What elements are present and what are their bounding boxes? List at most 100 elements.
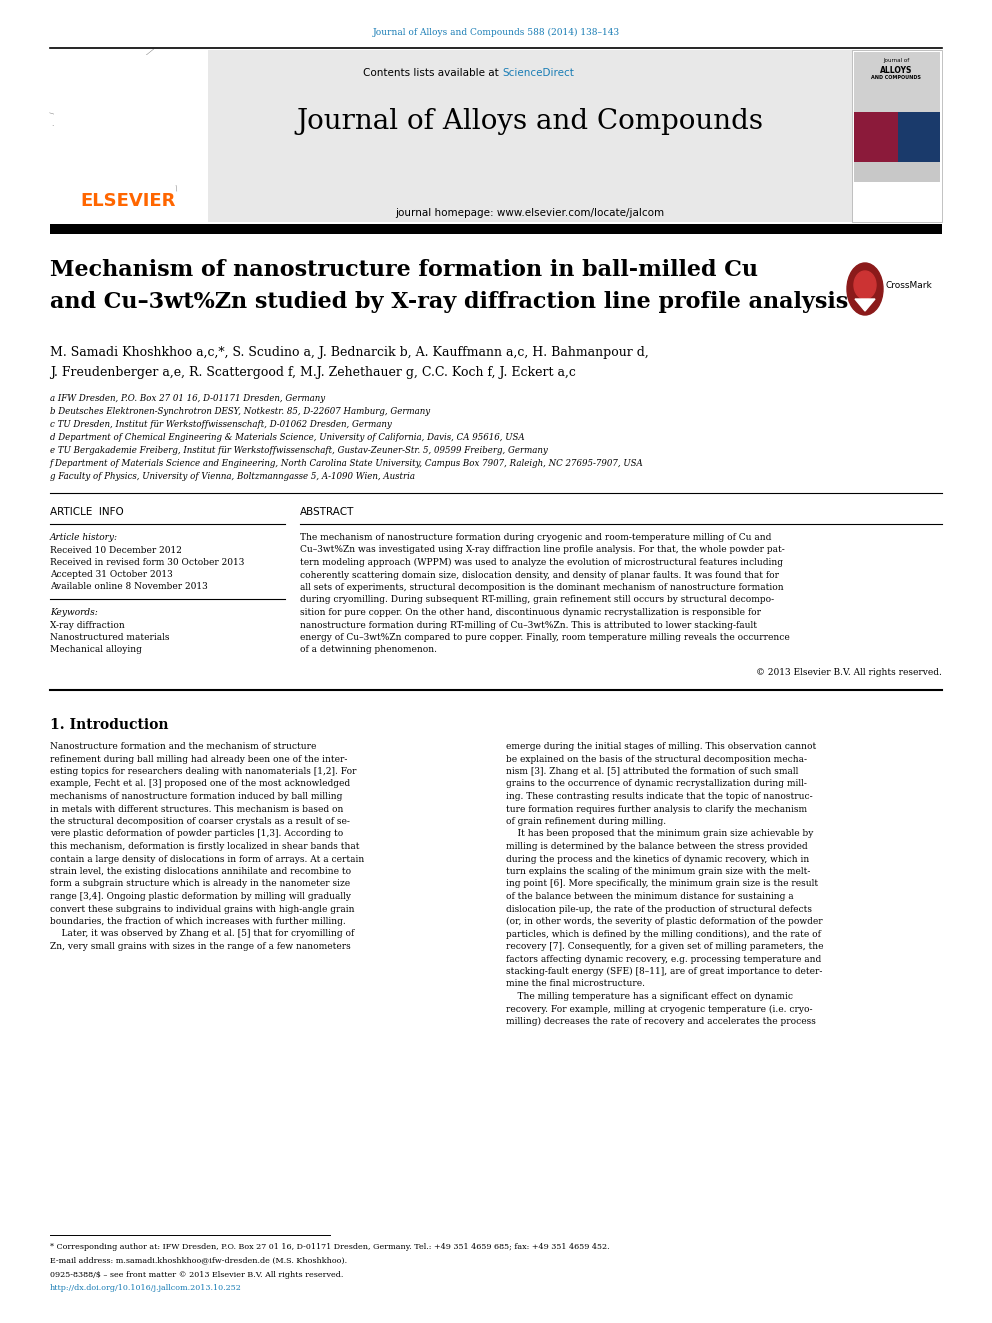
Text: Journal of Alloys and Compounds: Journal of Alloys and Compounds	[297, 108, 764, 135]
Text: ARTICLE  INFO: ARTICLE INFO	[50, 507, 124, 517]
Text: factors affecting dynamic recovery, e.g. processing temperature and: factors affecting dynamic recovery, e.g.…	[506, 954, 821, 963]
Text: Later, it was observed by Zhang et al. [5] that for cryomilling of: Later, it was observed by Zhang et al. […	[50, 930, 354, 938]
Text: contain a large density of dislocations in form of arrays. At a certain: contain a large density of dislocations …	[50, 855, 364, 864]
Text: The mechanism of nanostructure formation during cryogenic and room-temperature m: The mechanism of nanostructure formation…	[300, 533, 772, 542]
Text: AND COMPOUNDS: AND COMPOUNDS	[871, 75, 921, 79]
Text: 0925-8388/$ – see front matter © 2013 Elsevier B.V. All rights reserved.: 0925-8388/$ – see front matter © 2013 El…	[50, 1271, 343, 1279]
Text: ing. These contrasting results indicate that the topic of nanostruc-: ing. These contrasting results indicate …	[506, 792, 812, 800]
Text: nanostructure formation during RT-milling of Cu–3wt%Zn. This is attributed to lo: nanostructure formation during RT-millin…	[300, 620, 757, 630]
Text: a IFW Dresden, P.O. Box 27 01 16, D-01171 Dresden, Germany: a IFW Dresden, P.O. Box 27 01 16, D-0117…	[50, 394, 325, 404]
Text: Keywords:: Keywords:	[50, 609, 98, 617]
Text: of grain refinement during milling.: of grain refinement during milling.	[506, 818, 666, 826]
Text: f Department of Materials Science and Engineering, North Carolina State Universi: f Department of Materials Science and En…	[50, 459, 644, 468]
Text: journal homepage: www.elsevier.com/locate/jalcom: journal homepage: www.elsevier.com/locat…	[396, 208, 665, 218]
Text: recovery [7]. Consequently, for a given set of milling parameters, the: recovery [7]. Consequently, for a given …	[506, 942, 823, 951]
Bar	[50, 50, 208, 222]
Text: strain level, the existing dislocations annihilate and recombine to: strain level, the existing dislocations …	[50, 867, 351, 876]
Ellipse shape	[854, 271, 876, 299]
Text: Received in revised form 30 October 2013: Received in revised form 30 October 2013	[50, 558, 244, 568]
Text: e TU Bergakademie Freiberg, Institut für Werkstoffwissenschaft, Gustav-Zeuner-St: e TU Bergakademie Freiberg, Institut für…	[50, 446, 548, 455]
Bar	[854, 112, 898, 161]
Text: recovery. For example, milling at cryogenic temperature (i.e. cryo-: recovery. For example, milling at cryoge…	[506, 1004, 812, 1013]
Text: Contents lists available at: Contents lists available at	[363, 67, 502, 78]
Text: vere plastic deformation of powder particles [1,3]. According to: vere plastic deformation of powder parti…	[50, 830, 343, 839]
Text: energy of Cu–3wt%Zn compared to pure copper. Finally, room temperature milling r: energy of Cu–3wt%Zn compared to pure cop…	[300, 632, 790, 642]
Text: ture formation requires further analysis to clarify the mechanism: ture formation requires further analysis…	[506, 804, 807, 814]
Text: milling) decreases the rate of recovery and accelerates the process: milling) decreases the rate of recovery …	[506, 1017, 815, 1027]
Bar	[854, 161, 940, 183]
Text: * Corresponding author at: IFW Dresden, P.O. Box 27 01 16, D-01171 Dresden, Germ: * Corresponding author at: IFW Dresden, …	[50, 1244, 610, 1252]
Text: boundaries, the fraction of which increases with further milling.: boundaries, the fraction of which increa…	[50, 917, 346, 926]
Text: b Deutsches Elektronen-Synchrotron DESY, Notkestr. 85, D-22607 Hamburg, Germany: b Deutsches Elektronen-Synchrotron DESY,…	[50, 407, 431, 415]
Text: refinement during ball milling had already been one of the inter-: refinement during ball milling had alrea…	[50, 754, 347, 763]
Text: this mechanism, deformation is firstly localized in shear bands that: this mechanism, deformation is firstly l…	[50, 841, 359, 851]
Text: grains to the occurrence of dynamic recrystallization during mill-: grains to the occurrence of dynamic recr…	[506, 779, 806, 789]
Text: esting topics for researchers dealing with nanomaterials [1,2]. For: esting topics for researchers dealing wi…	[50, 767, 356, 777]
Text: Cu–3wt%Zn was investigated using X-ray diffraction line profile analysis. For th: Cu–3wt%Zn was investigated using X-ray d…	[300, 545, 785, 554]
Text: Mechanical alloying: Mechanical alloying	[50, 646, 142, 654]
Text: nism [3]. Zhang et al. [5] attributed the formation of such small: nism [3]. Zhang et al. [5] attributed th…	[506, 767, 799, 777]
Text: J. Freudenberger a,e, R. Scattergood f, M.J. Zehethauer g, C.C. Koch f, J. Ecker: J. Freudenberger a,e, R. Scattergood f, …	[50, 366, 576, 378]
Text: http://dx.doi.org/10.1016/j.jallcom.2013.10.252: http://dx.doi.org/10.1016/j.jallcom.2013…	[50, 1285, 242, 1293]
Text: 1. Introduction: 1. Introduction	[50, 718, 169, 732]
Text: ing point [6]. More specifically, the minimum grain size is the result: ing point [6]. More specifically, the mi…	[506, 880, 818, 889]
Text: convert these subgrains to individual grains with high-angle grain: convert these subgrains to individual gr…	[50, 905, 354, 913]
Text: tern modeling approach (WPPM) was used to analyze the evolution of microstructur: tern modeling approach (WPPM) was used t…	[300, 558, 783, 568]
Text: Journal of: Journal of	[883, 58, 909, 64]
Text: mine the final microstructure.: mine the final microstructure.	[506, 979, 645, 988]
Text: emerge during the initial stages of milling. This observation cannot: emerge during the initial stages of mill…	[506, 742, 816, 751]
Bar	[54, 56, 202, 185]
Text: range [3,4]. Ongoing plastic deformation by milling will gradually: range [3,4]. Ongoing plastic deformation…	[50, 892, 351, 901]
Text: of the balance between the minimum distance for sustaining a: of the balance between the minimum dista…	[506, 892, 794, 901]
Text: the structural decomposition of coarser crystals as a result of se-: the structural decomposition of coarser …	[50, 818, 350, 826]
Text: example, Fecht et al. [3] proposed one of the most acknowledged: example, Fecht et al. [3] proposed one o…	[50, 779, 350, 789]
Text: Journal of Alloys and Compounds 588 (2014) 138–143: Journal of Alloys and Compounds 588 (201…	[372, 28, 620, 37]
Text: be explained on the basis of the structural decomposition mecha-: be explained on the basis of the structu…	[506, 754, 807, 763]
Text: ScienceDirect: ScienceDirect	[502, 67, 574, 78]
Text: ABSTRACT: ABSTRACT	[300, 507, 354, 517]
Text: Accepted 31 October 2013: Accepted 31 October 2013	[50, 570, 173, 579]
Bar	[852, 50, 942, 222]
Bar	[50, 224, 942, 234]
Bar	[50, 50, 942, 222]
Text: form a subgrain structure which is already in the nanometer size: form a subgrain structure which is alrea…	[50, 880, 350, 889]
Text: during the process and the kinetics of dynamic recovery, which in: during the process and the kinetics of d…	[506, 855, 809, 864]
Text: g Faculty of Physics, University of Vienna, Boltzmanngasse 5, A-1090 Wien, Austr: g Faculty of Physics, University of Vien…	[50, 472, 415, 482]
Polygon shape	[855, 299, 875, 311]
Text: ALLOYS: ALLOYS	[880, 66, 913, 75]
Text: ELSEVIER: ELSEVIER	[80, 192, 176, 210]
Text: of a detwinning phenomenon.: of a detwinning phenomenon.	[300, 646, 437, 655]
Text: E-mail address: m.samadi.khoshkhoo@ifw-dresden.de (M.S. Khoshkhoo).: E-mail address: m.samadi.khoshkhoo@ifw-d…	[50, 1256, 347, 1263]
Text: in metals with different structures. This mechanism is based on: in metals with different structures. Thi…	[50, 804, 343, 814]
Text: Received 10 December 2012: Received 10 December 2012	[50, 546, 182, 556]
Text: Nanostructured materials: Nanostructured materials	[50, 632, 170, 642]
Text: Nanostructure formation and the mechanism of structure: Nanostructure formation and the mechanis…	[50, 742, 316, 751]
Text: all sets of experiments, structural decomposition is the dominant mechanism of n: all sets of experiments, structural deco…	[300, 583, 784, 591]
Text: mechanisms of nanostructure formation induced by ball milling: mechanisms of nanostructure formation in…	[50, 792, 342, 800]
Text: © 2013 Elsevier B.V. All rights reserved.: © 2013 Elsevier B.V. All rights reserved…	[756, 668, 942, 677]
Text: milling is determined by the balance between the stress provided: milling is determined by the balance bet…	[506, 841, 807, 851]
Text: during cryomilling. During subsequent RT-milling, grain refinement still occurs : during cryomilling. During subsequent RT…	[300, 595, 774, 605]
Text: Available online 8 November 2013: Available online 8 November 2013	[50, 582, 207, 591]
Text: CrossMark: CrossMark	[885, 280, 931, 290]
Text: sition for pure copper. On the other hand, discontinuous dynamic recrystallizati: sition for pure copper. On the other han…	[300, 609, 761, 617]
Text: particles, which is defined by the milling conditions), and the rate of: particles, which is defined by the milli…	[506, 930, 820, 938]
Text: (or, in other words, the severity of plastic deformation of the powder: (or, in other words, the severity of pla…	[506, 917, 822, 926]
Text: It has been proposed that the minimum grain size achievable by: It has been proposed that the minimum gr…	[506, 830, 813, 839]
Text: d Department of Chemical Engineering & Materials Science, University of Californ: d Department of Chemical Engineering & M…	[50, 433, 525, 442]
Text: M. Samadi Khoshkhoo a,c,*, S. Scudino a, J. Bednarcik b, A. Kauffmann a,c, H. Ba: M. Samadi Khoshkhoo a,c,*, S. Scudino a,…	[50, 347, 649, 359]
Ellipse shape	[847, 263, 883, 315]
Text: c TU Dresden, Institut für Werkstoffwissenschaft, D-01062 Dresden, Germany: c TU Dresden, Institut für Werkstoffwiss…	[50, 419, 392, 429]
Text: and Cu–3wt%Zn studied by X-ray diffraction line profile analysis: and Cu–3wt%Zn studied by X-ray diffracti…	[50, 291, 848, 314]
Text: dislocation pile-up, the rate of the production of structural defects: dislocation pile-up, the rate of the pro…	[506, 905, 812, 913]
Bar	[898, 112, 940, 161]
Text: The milling temperature has a significant effect on dynamic: The milling temperature has a significan…	[506, 992, 793, 1002]
Text: stacking-fault energy (SFE) [8–11], are of great importance to deter-: stacking-fault energy (SFE) [8–11], are …	[506, 967, 822, 976]
Text: Zn, very small grains with sizes in the range of a few nanometers: Zn, very small grains with sizes in the …	[50, 942, 351, 951]
Text: turn explains the scaling of the minimum grain size with the melt-: turn explains the scaling of the minimum…	[506, 867, 810, 876]
Text: Article history:: Article history:	[50, 533, 118, 542]
Text: Mechanism of nanostructure formation in ball-milled Cu: Mechanism of nanostructure formation in …	[50, 259, 758, 280]
Text: X-ray diffraction: X-ray diffraction	[50, 620, 125, 630]
Text: coherently scattering domain size, dislocation density, and density of planar fa: coherently scattering domain size, dislo…	[300, 570, 779, 579]
Bar	[854, 52, 940, 112]
